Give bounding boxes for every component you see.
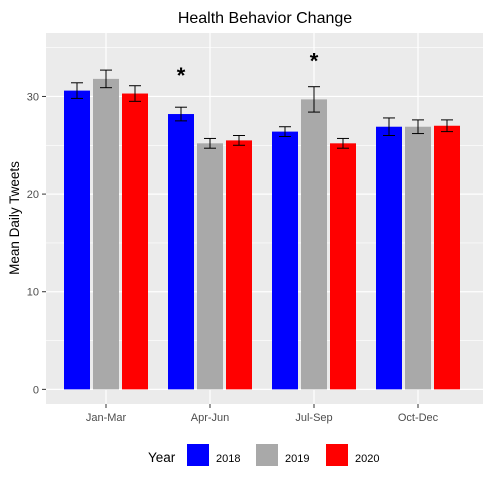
y-axis-label: Mean Daily Tweets <box>7 161 22 275</box>
error-bar-Oct-Dec-2020 <box>441 119 453 133</box>
x-axis-ticks: Jan-Mar Apr-Jun Jul-Sep Oct-Dec <box>86 404 439 424</box>
x-tick-label: Jul-Sep <box>295 412 332 424</box>
y-axis-ticks: 0 10 20 30 <box>27 91 46 396</box>
y-tick-label: 30 <box>27 91 39 103</box>
annotations: ** <box>177 48 319 88</box>
error-bar-Oct-Dec-2019 <box>412 119 424 135</box>
y-tick-label: 20 <box>27 189 39 201</box>
bar-Apr-Jun-2018 <box>168 114 194 390</box>
y-tick-label: 0 <box>33 384 39 396</box>
legend-label-2018: 2018 <box>216 453 240 465</box>
bar-Jan-Mar-2020 <box>122 93 148 390</box>
error-bars <box>71 69 453 149</box>
error-bar-Jul-Sep-2019 <box>308 86 320 113</box>
bar-Oct-Dec-2020 <box>434 125 460 390</box>
error-bar-Jul-Sep-2020 <box>337 137 349 149</box>
chart-title: Health Behavior Change <box>178 10 352 27</box>
error-bar-Oct-Dec-2018 <box>383 117 395 137</box>
legend-title: Year <box>148 450 176 465</box>
y-tick-label: 10 <box>27 287 39 299</box>
bar-Apr-Jun-2019 <box>197 143 223 390</box>
bar-Jul-Sep-2020 <box>330 143 356 390</box>
bar-Jul-Sep-2018 <box>272 131 298 390</box>
bar-Apr-Jun-2020 <box>226 140 252 390</box>
bars <box>64 78 460 390</box>
x-tick-label: Jan-Mar <box>86 412 127 424</box>
bar-Jul-Sep-2019 <box>301 99 327 390</box>
bar-Jan-Mar-2019 <box>93 78 119 390</box>
legend: Year 2018 2019 2020 <box>148 444 379 466</box>
legend-key-2020 <box>326 444 348 466</box>
bar-Oct-Dec-2019 <box>405 126 431 390</box>
error-bar-Apr-Jun-2018 <box>175 106 187 122</box>
significance-marker: * <box>177 63 186 88</box>
error-bar-Apr-Jun-2020 <box>233 135 245 146</box>
bar-Jan-Mar-2018 <box>64 90 90 390</box>
x-tick-label: Apr-Jun <box>191 412 230 424</box>
error-bar-Jan-Mar-2020 <box>129 85 141 102</box>
legend-key-2018 <box>187 444 209 466</box>
significance-marker: * <box>310 48 319 73</box>
error-bar-Jan-Mar-2018 <box>71 82 83 99</box>
legend-label-2020: 2020 <box>355 453 379 465</box>
x-tick-label: Oct-Dec <box>398 412 439 424</box>
legend-label-2019: 2019 <box>285 453 309 465</box>
error-bar-Apr-Jun-2019 <box>204 137 216 149</box>
error-bar-Jul-Sep-2018 <box>279 126 291 137</box>
error-bar-Jan-Mar-2019 <box>100 69 112 89</box>
legend-key-2019 <box>256 444 278 466</box>
bar-Oct-Dec-2018 <box>376 126 402 390</box>
